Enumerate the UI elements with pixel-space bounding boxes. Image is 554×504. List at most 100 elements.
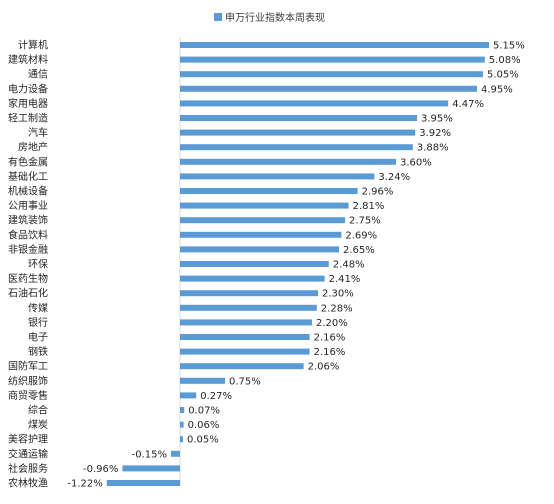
- bar: [180, 319, 312, 326]
- bar: [180, 334, 310, 340]
- data-label: 5.15%: [493, 41, 525, 52]
- data-label: 2.81%: [353, 201, 385, 212]
- data-label: 0.75%: [229, 376, 261, 387]
- bar: [180, 129, 416, 136]
- category-label: 基础化工: [8, 170, 48, 183]
- bar: [122, 465, 180, 472]
- data-label: -0.15%: [132, 449, 167, 460]
- data-label: 4.47%: [452, 99, 484, 110]
- category-label: 通信: [28, 69, 48, 81]
- data-label: 5.05%: [487, 70, 519, 81]
- bar: [180, 115, 417, 121]
- data-label: 2.41%: [329, 274, 361, 285]
- category-label: 汽车: [28, 126, 48, 139]
- category-label: 轻工制造: [8, 112, 48, 125]
- data-label: 3.92%: [419, 128, 451, 139]
- bar: [180, 407, 185, 413]
- category-label: 电子: [28, 331, 48, 344]
- bar: [180, 261, 329, 267]
- data-label: 3.60%: [400, 157, 432, 168]
- category-label: 非银金融: [8, 243, 48, 256]
- data-label: 4.95%: [481, 84, 513, 95]
- category-label: 环保: [28, 258, 48, 271]
- data-label: 2.06%: [308, 362, 340, 373]
- data-label: 0.27%: [200, 391, 232, 402]
- data-label: 2.65%: [343, 245, 375, 256]
- category-label: 综合: [28, 404, 48, 417]
- bar: [106, 480, 180, 486]
- data-label: 2.20%: [316, 318, 348, 329]
- category-label: 机械设备: [8, 185, 48, 198]
- data-label: 2.48%: [333, 260, 365, 271]
- category-label: 交通运输: [8, 447, 48, 460]
- bar: [180, 275, 325, 282]
- category-label: 家用电器: [8, 97, 48, 110]
- category-label: 银行: [28, 316, 48, 329]
- category-label: 计算机: [18, 39, 48, 52]
- legend-swatch: [214, 13, 222, 21]
- bar: [180, 246, 339, 253]
- data-label: 0.07%: [188, 406, 220, 417]
- bar: [180, 392, 197, 399]
- category-label: 建筑材料: [8, 53, 48, 66]
- bar: [180, 217, 345, 224]
- data-label: 2.16%: [314, 347, 346, 358]
- bar: [180, 348, 310, 355]
- bar: [180, 42, 489, 48]
- bar: [180, 173, 375, 180]
- bar: [180, 304, 317, 311]
- bar: [171, 450, 180, 457]
- data-label: 3.88%: [417, 143, 449, 154]
- bar: [180, 56, 485, 63]
- category-label: 社会服务: [8, 462, 48, 475]
- category-label: 国防军工: [8, 360, 48, 373]
- data-label: -1.22%: [67, 479, 102, 490]
- bar: [180, 231, 342, 238]
- data-label: -0.96%: [83, 464, 118, 475]
- data-label: 3.95%: [421, 114, 453, 125]
- data-label: 2.69%: [345, 230, 377, 241]
- category-label: 煤炭: [28, 418, 48, 431]
- legend: 申万行业指数本周表现: [214, 11, 325, 24]
- category-label: 建筑装饰: [8, 214, 48, 227]
- bar: [180, 188, 358, 194]
- category-label: 食品饮料: [8, 228, 48, 241]
- category-label: 房地产: [18, 141, 48, 154]
- category-label: 石油石化: [8, 287, 48, 300]
- category-label: 传媒: [28, 302, 48, 314]
- category-label: 农林牧渔: [8, 477, 48, 490]
- bar: [180, 100, 449, 107]
- legend-label: 申万行业指数本周表现: [225, 11, 325, 24]
- data-label: 5.08%: [489, 55, 521, 66]
- data-label: 2.75%: [349, 216, 381, 227]
- category-label: 商贸零售: [8, 389, 48, 402]
- bars: [106, 42, 489, 486]
- category-label: 公用事业: [8, 199, 48, 212]
- category-label: 医药生物: [8, 272, 48, 285]
- bar: [180, 202, 349, 209]
- bar: [180, 85, 477, 92]
- data-label: 0.06%: [188, 420, 220, 431]
- data-label: 2.28%: [321, 303, 353, 314]
- data-label: 0.05%: [187, 435, 219, 446]
- category-label: 钢铁: [28, 345, 48, 358]
- bar: [180, 158, 396, 165]
- category-label: 纺织服饰: [8, 374, 48, 387]
- bar: [180, 290, 318, 297]
- category-labels: 计算机建筑材料通信电力设备家用电器轻工制造汽车房地产有色金属基础化工机械设备公用…: [8, 39, 48, 490]
- bar: [180, 377, 225, 384]
- category-label: 美容护理: [8, 433, 48, 446]
- data-label: 2.96%: [362, 187, 394, 198]
- bar: [180, 363, 304, 370]
- category-label: 电力设备: [8, 82, 48, 95]
- data-label: 3.24%: [378, 172, 410, 183]
- bar: [180, 421, 184, 428]
- category-label: 有色金属: [8, 155, 48, 168]
- value-labels: 5.15% 5.08% 5.05% 4.95% 4.47% 3.95% 3.92% 3.88%…: [67, 41, 524, 490]
- bar: [180, 71, 483, 78]
- data-label: 2.30%: [322, 289, 354, 300]
- data-label: 2.16%: [314, 333, 346, 344]
- bar: [180, 436, 183, 443]
